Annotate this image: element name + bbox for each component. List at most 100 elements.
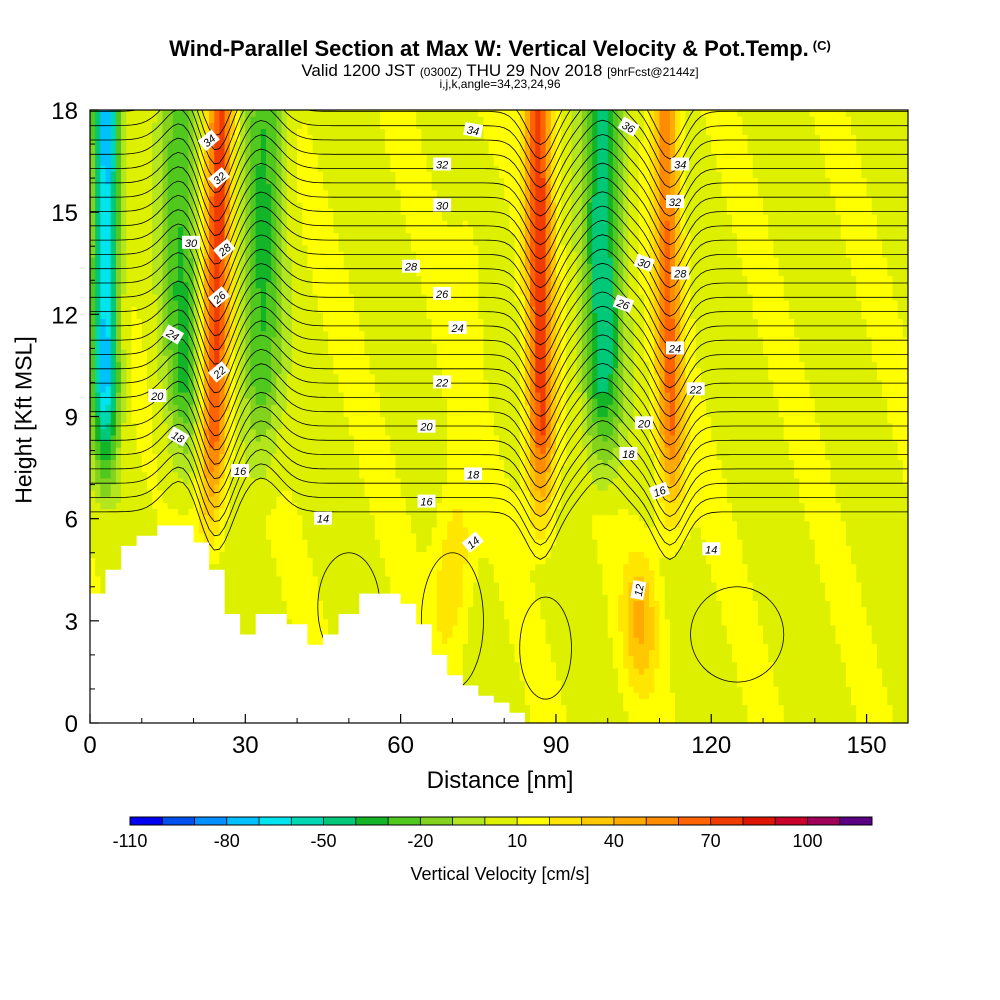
heatmap-cell xyxy=(276,146,283,154)
heatmap-cell xyxy=(240,238,246,246)
heatmap-cell xyxy=(234,171,241,179)
heatmap-cell xyxy=(146,300,153,307)
heatmap-cell xyxy=(131,324,138,332)
heatmap-cell xyxy=(322,612,329,620)
heatmap-cell xyxy=(90,539,96,546)
heatmap-cell xyxy=(271,532,277,540)
heatmap-cell xyxy=(157,306,164,313)
heatmap-cell xyxy=(255,214,262,221)
heatmap-cell xyxy=(286,582,293,589)
heatmap-cell xyxy=(162,471,169,479)
heatmap-cell xyxy=(152,263,158,270)
heatmap-cell xyxy=(260,226,267,234)
heatmap-cell xyxy=(266,594,272,601)
heatmap-cell xyxy=(172,490,179,497)
heatmap-cell xyxy=(126,465,133,473)
heatmap-cell xyxy=(276,318,283,326)
heatmap-cell xyxy=(266,355,272,362)
heatmap-cell xyxy=(281,122,288,129)
heatmap-cell xyxy=(131,287,138,295)
heatmap-cell xyxy=(224,183,231,191)
heatmap-cell xyxy=(198,508,205,516)
heatmap-cell xyxy=(271,447,277,454)
heatmap-cell xyxy=(100,134,107,142)
heatmap-cell xyxy=(328,434,334,442)
heatmap-cell xyxy=(100,496,107,503)
heatmap-cell xyxy=(162,336,169,344)
heatmap-cell xyxy=(229,606,236,614)
heatmap-cell xyxy=(203,324,210,332)
heatmap-cell xyxy=(338,275,345,283)
heatmap-cell xyxy=(209,238,215,246)
heatmap-cell xyxy=(240,257,246,264)
heatmap-cell xyxy=(90,128,96,136)
heatmap-cell xyxy=(281,159,288,166)
heatmap-cell xyxy=(240,557,246,565)
heatmap-cell xyxy=(338,214,345,221)
heatmap-cell xyxy=(178,269,184,277)
heatmap-cell xyxy=(178,520,184,528)
heatmap-cell xyxy=(115,471,122,479)
heatmap-cell xyxy=(343,563,350,571)
heatmap-cell xyxy=(307,312,314,320)
heatmap-cell xyxy=(172,165,179,172)
heatmap-cell xyxy=(95,116,101,123)
heatmap-cell xyxy=(307,575,314,583)
heatmap-cell xyxy=(229,336,236,344)
heatmap-cell xyxy=(260,441,267,448)
heatmap-cell xyxy=(343,545,350,552)
heatmap-cell xyxy=(312,441,319,448)
heatmap-cell xyxy=(146,140,153,148)
heatmap-cell xyxy=(152,201,158,209)
heatmap-cell xyxy=(162,226,169,234)
heatmap-cell xyxy=(167,220,174,228)
heatmap-cell xyxy=(286,275,293,283)
heatmap-cell xyxy=(271,355,277,362)
heatmap-cell xyxy=(286,116,293,123)
heatmap-cell xyxy=(131,336,138,344)
heatmap-cell xyxy=(276,250,283,258)
heatmap-cell xyxy=(266,244,272,252)
heatmap-cell xyxy=(95,477,101,485)
heatmap-cell xyxy=(219,477,226,485)
heatmap-cell xyxy=(172,496,179,503)
heatmap-cell xyxy=(240,287,246,295)
heatmap-cell xyxy=(328,532,334,540)
heatmap-cell xyxy=(333,220,340,228)
heatmap-cell xyxy=(333,410,340,418)
heatmap-cell xyxy=(260,600,267,608)
heatmap-cell xyxy=(141,508,148,516)
heatmap-cell xyxy=(302,208,309,215)
heatmap-cell xyxy=(291,355,298,362)
heatmap-cell xyxy=(95,263,101,270)
heatmap-cell xyxy=(307,275,314,283)
heatmap-cell xyxy=(188,159,195,166)
heatmap-cell xyxy=(146,208,153,215)
heatmap-cell xyxy=(312,453,319,461)
heatmap-cell xyxy=(307,361,314,369)
heatmap-cell xyxy=(224,379,231,387)
heatmap-cell xyxy=(198,410,205,418)
heatmap-cell xyxy=(328,575,334,583)
heatmap-cell xyxy=(297,306,303,313)
heatmap-cell xyxy=(178,465,184,473)
heatmap-cell xyxy=(95,563,101,571)
heatmap-cell xyxy=(245,588,252,595)
heatmap-cell xyxy=(338,520,345,528)
heatmap-cell xyxy=(312,306,319,313)
heatmap-cell xyxy=(219,116,226,123)
heatmap-cell xyxy=(198,201,205,209)
heatmap-cell xyxy=(245,134,252,142)
heatmap-cell xyxy=(317,355,324,362)
heatmap-cell xyxy=(115,281,122,289)
heatmap-cell xyxy=(146,232,153,240)
heatmap-cell xyxy=(260,312,267,320)
heatmap-cell xyxy=(312,600,319,608)
heatmap-cell xyxy=(255,208,262,215)
heatmap-cell xyxy=(100,539,107,546)
heatmap-cell xyxy=(307,624,314,632)
heatmap-cell xyxy=(234,539,241,546)
heatmap-cell xyxy=(297,606,303,614)
heatmap-cell xyxy=(152,447,158,454)
heatmap-cell xyxy=(307,508,314,516)
